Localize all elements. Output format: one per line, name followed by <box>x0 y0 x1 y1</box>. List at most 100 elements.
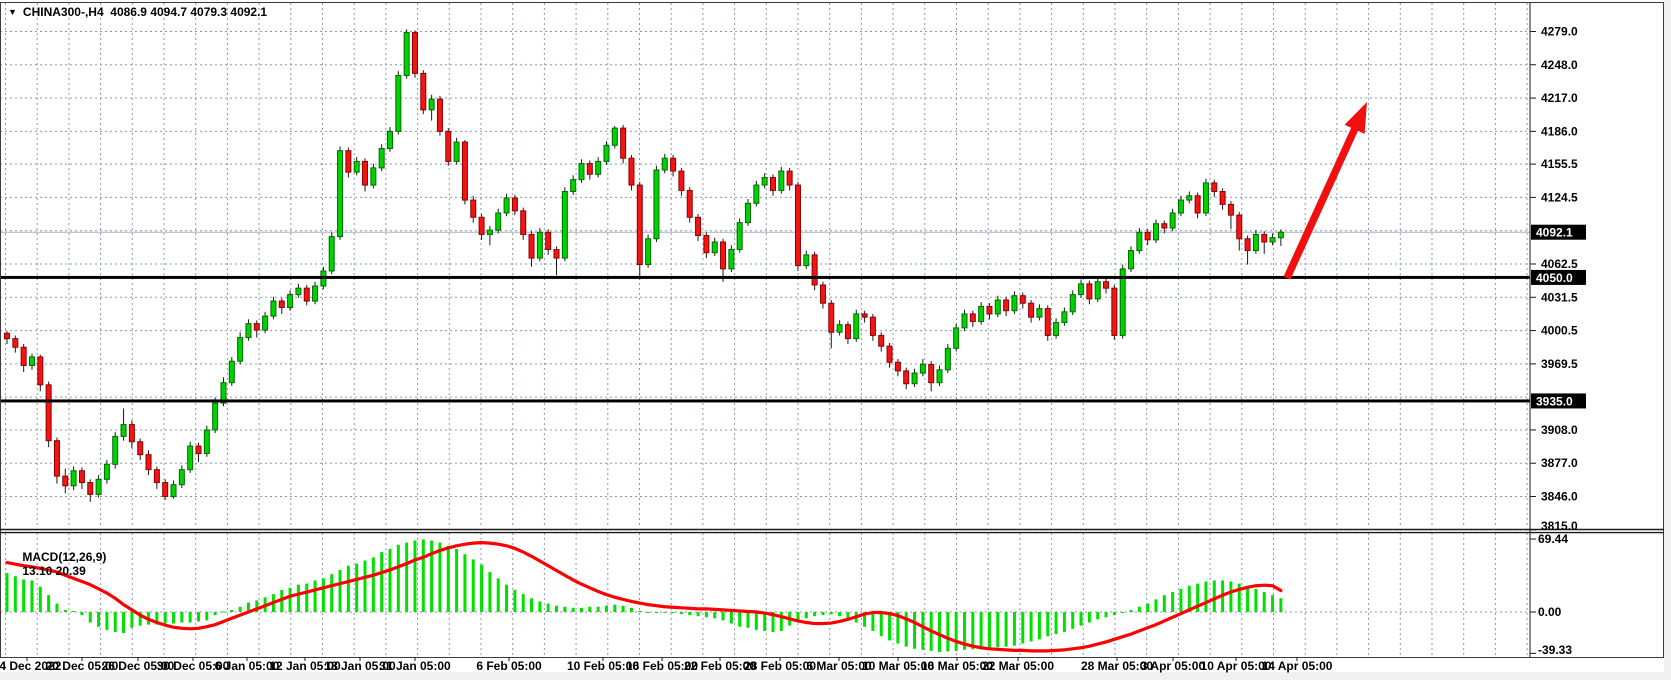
candle <box>178 465 185 488</box>
candle <box>428 94 435 121</box>
candle <box>1078 279 1085 298</box>
candle <box>919 359 926 377</box>
macd-name: MACD(12,26,9) <box>22 550 107 564</box>
candle <box>170 480 177 499</box>
time-tick-label: 22 Feb 05:00 <box>684 659 756 673</box>
candle <box>1252 230 1259 254</box>
main-chart-plot[interactable] <box>0 3 1530 528</box>
candle <box>1277 229 1284 246</box>
candle <box>703 232 710 259</box>
candle <box>1194 192 1201 219</box>
svg-text:3935.0: 3935.0 <box>1536 394 1573 408</box>
candle <box>520 207 527 240</box>
candle <box>420 70 427 115</box>
price-markers: 4092.1 4050.0 3935.0 <box>1531 224 1586 409</box>
candle <box>803 250 810 269</box>
candle <box>728 245 735 273</box>
candle <box>953 323 960 352</box>
candle <box>695 214 702 241</box>
candle <box>1069 290 1076 316</box>
time-tick-label: 26 Dec 05:00 <box>102 659 175 673</box>
price-tick-label: 4062.5 <box>1541 257 1578 271</box>
horizontal-line-object[interactable] <box>0 399 1530 403</box>
svg-text:4092.1: 4092.1 <box>1536 226 1573 240</box>
time-tick-label: 18 Jan 05:00 <box>324 659 396 673</box>
candle <box>944 344 951 374</box>
candle <box>378 144 385 172</box>
candle <box>794 181 801 271</box>
candle <box>295 283 302 298</box>
candle <box>911 368 918 387</box>
candle <box>345 147 352 178</box>
candle <box>12 335 19 353</box>
macd-tick-label: 0.00 <box>1538 605 1562 619</box>
candle <box>1094 277 1101 303</box>
candle <box>70 466 77 491</box>
candle <box>978 302 985 325</box>
candle <box>45 381 52 448</box>
candle <box>1227 201 1234 230</box>
candle <box>819 281 826 309</box>
macd-plot[interactable] <box>0 533 1530 657</box>
candle <box>986 303 993 320</box>
candle <box>337 146 344 240</box>
candle <box>120 408 127 441</box>
price-tick-label: 3846.0 <box>1541 490 1578 504</box>
candle <box>828 299 835 349</box>
candle <box>603 141 610 165</box>
candle <box>686 187 693 223</box>
time-tick-label: 10 Feb 05:00 <box>567 659 639 673</box>
candle <box>436 95 443 136</box>
candle <box>670 154 677 177</box>
price-tick-label: 3908.0 <box>1541 423 1578 437</box>
candle <box>62 468 69 494</box>
trend-arrow[interactable] <box>1283 102 1367 280</box>
time-tick-label: 28 Mar 05:00 <box>1081 659 1153 673</box>
price-axis[interactable] <box>1530 3 1664 657</box>
time-tick-label: 22 Mar 05:00 <box>982 659 1054 673</box>
candle <box>445 128 452 166</box>
candle <box>878 332 885 352</box>
candle <box>636 181 643 280</box>
candle <box>511 194 518 216</box>
time-tick-label: 28 Feb 05:00 <box>744 659 816 673</box>
candle <box>187 441 194 473</box>
time-tick-label: 20 Dec 05:00 <box>46 659 119 673</box>
candle <box>78 467 85 490</box>
price-marker-4050.0: 4050.0 <box>1531 269 1586 285</box>
candle <box>1236 211 1243 251</box>
candle <box>203 425 210 457</box>
candle <box>237 332 244 365</box>
price-tick-label: 3969.5 <box>1541 357 1578 371</box>
candle <box>137 438 144 461</box>
candle <box>720 238 727 282</box>
candle <box>736 218 743 253</box>
price-tick-label: 4217.0 <box>1541 91 1578 105</box>
time-tick-label: 14 Apr 05:00 <box>1262 659 1333 673</box>
candle <box>212 397 219 434</box>
time-tick-label: 16 Feb 05:00 <box>626 659 698 673</box>
candle <box>595 157 602 178</box>
candle <box>886 342 893 368</box>
candle <box>586 160 593 180</box>
candle <box>928 361 935 392</box>
candle <box>37 354 44 392</box>
candle <box>853 309 860 342</box>
candle <box>370 163 377 189</box>
horizontal-line-object[interactable] <box>0 275 1530 279</box>
time-tick-label: 10 Apr 05:00 <box>1201 659 1272 673</box>
time-tick-label: 14 Dec 2022 <box>0 659 62 673</box>
candle <box>769 174 776 196</box>
candle <box>162 479 169 500</box>
candle <box>353 157 360 176</box>
time-axis[interactable] <box>0 657 1664 672</box>
candle <box>894 359 901 377</box>
candles <box>4 29 1284 502</box>
candle <box>545 229 552 255</box>
symbol-dropdown-icon[interactable]: ▼ <box>8 7 17 17</box>
price-tick-label: 4031.5 <box>1541 290 1578 304</box>
candle <box>195 442 202 463</box>
